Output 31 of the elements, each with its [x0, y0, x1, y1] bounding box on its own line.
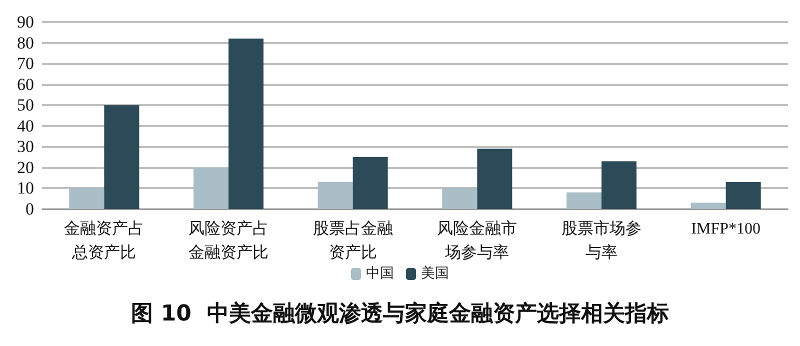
bar	[477, 148, 512, 209]
bar	[194, 167, 228, 209]
bar	[442, 188, 478, 209]
y-tick-label: 40	[17, 116, 34, 136]
y-tick-label: 50	[17, 96, 34, 115]
bar	[602, 161, 636, 209]
bar	[318, 182, 353, 209]
x-tick-label: 风险金融市场参与率	[437, 220, 518, 262]
y-tick-label: 60	[17, 74, 34, 94]
x-tick-label: 风险资产占金融资产比	[188, 220, 268, 262]
y-tick-label: 90	[17, 12, 34, 32]
legend-label: 美国	[421, 266, 449, 282]
bar	[69, 188, 104, 209]
x-tick-label: 股票市场参与率	[562, 220, 642, 262]
y-tick-label: 70	[17, 54, 34, 74]
legend-label: 中国	[366, 266, 394, 282]
bar	[566, 192, 602, 209]
bar	[228, 38, 264, 209]
x-tick-label: 股票占金融资产比	[312, 220, 393, 262]
bar	[352, 157, 388, 209]
y-tick-label: 80	[17, 33, 34, 52]
y-tick-label: 0	[26, 200, 34, 218]
bar	[690, 202, 726, 209]
x-tick-label: IMFP*100	[691, 220, 761, 238]
bar	[726, 182, 761, 209]
y-tick-label: 10	[17, 178, 34, 198]
text: 图 10 中美金融微观渗透与家庭金融资产选择相关指标	[131, 300, 669, 326]
bar	[104, 105, 140, 209]
x-tick-label: 金融资产占总资产比	[64, 220, 144, 262]
y-tick-label: 20	[17, 158, 34, 177]
y-tick-label: 30	[17, 137, 34, 156]
